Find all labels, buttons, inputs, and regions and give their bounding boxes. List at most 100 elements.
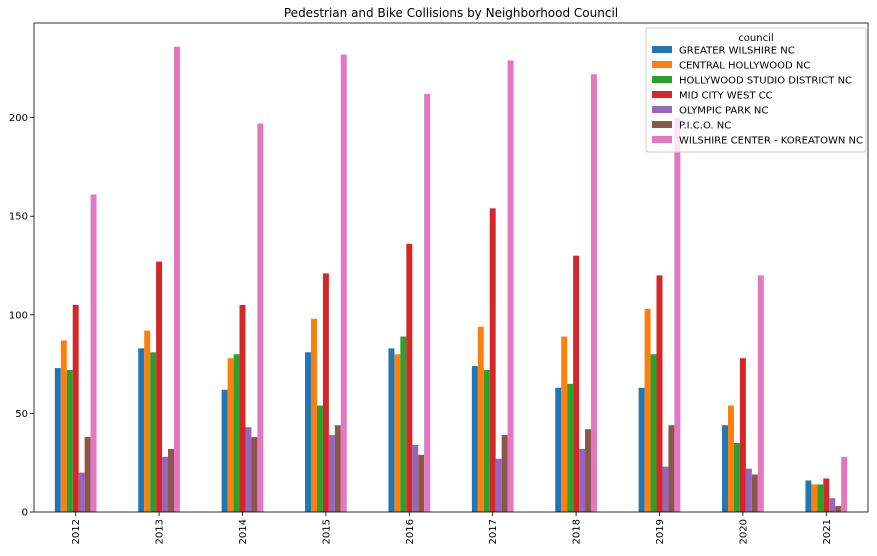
legend-entry: WILSHIRE CENTER - KOREATOWN NC [652,136,863,147]
x-tick-label: 2020 [738,519,749,544]
legend-swatch [652,91,672,98]
bar [316,405,323,512]
bar [471,366,478,512]
bar [245,427,252,512]
bar [817,484,824,512]
legend-label: HOLLYWOOD STUDIO DISTRICT NC [679,76,852,87]
bar [257,123,264,512]
bar [739,358,746,512]
series-2 [66,336,824,512]
chart-title: Pedestrian and Bike Collisions by Neighb… [284,6,618,20]
bar [644,308,651,512]
bar [489,208,496,512]
bar [555,387,562,512]
legend-label: MID CITY WEST CC [679,91,773,102]
bar [322,273,329,512]
legend-entry: GREATER WILSHIRE NC [652,46,795,57]
bar [138,348,145,512]
bar [811,484,818,512]
bar [227,358,234,512]
bar [150,352,157,512]
bar [90,194,97,513]
series-1 [60,308,818,512]
series-3 [72,208,830,513]
y-tick-label: 50 [15,409,28,420]
bars-layer [54,46,848,513]
bar [84,437,91,512]
y-tick-label: 100 [9,310,28,321]
legend-swatch [652,46,672,53]
legend-box [645,27,867,153]
x-tick-label: 2012 [71,519,82,544]
bar [328,435,335,512]
series-6 [90,46,848,513]
bar [72,304,79,512]
x-tick-label: 2017 [488,519,499,544]
bar [251,437,258,512]
bar [829,498,836,512]
bar [751,474,758,512]
bar [579,448,586,512]
bar [78,472,85,512]
y-tick-label: 0 [22,508,28,519]
legend-swatch [652,121,672,128]
x-tick-label: 2014 [238,519,249,544]
bar [728,405,734,512]
bar [495,458,502,512]
x-tick-label: 2016 [405,519,416,544]
bar [66,370,73,512]
bar [412,444,419,512]
x-tick-label: 2019 [655,519,666,544]
bar [54,368,61,512]
bar [400,336,407,512]
bar [334,425,341,512]
legend-entry: P.I.C.O. NC [652,121,731,132]
legend-label: OLYMPIC PARK NC [679,106,768,117]
bar [483,370,490,512]
series-0 [54,348,812,512]
bar [638,387,645,512]
legend-swatch [652,136,672,143]
bar [144,330,151,512]
legend-entry: HOLLYWOOD STUDIO DISTRICT NC [652,76,852,87]
bar [835,506,842,512]
legend-label: GREATER WILSHIRE NC [679,46,795,57]
bar [162,456,169,512]
axes-layer: 0 50 100 150 200 2012 2013 2014 2015 2016 2017 2018… [9,22,869,544]
bar [233,354,240,512]
bar [567,383,574,512]
bar [340,54,347,513]
y-tick-label: 200 [9,113,28,124]
bar [590,74,597,513]
bar [388,348,395,512]
legend-entry: CENTRAL HOLLYWOOD NC [652,61,810,72]
legend-items: GREATER WILSHIRE NC CENTRAL HOLLYWOOD NC H… [652,46,863,147]
x-tick-label: 2021 [822,519,833,544]
legend-entry: MID CITY WEST CC [652,91,773,102]
legend-swatch [652,76,672,83]
y-tick-label: 150 [9,212,28,223]
bar [674,117,681,513]
bar [507,60,514,513]
bar [305,352,312,512]
legend-swatch [652,106,672,113]
legend-label: WILSHIRE CENTER - KOREATOWN NC [679,136,863,147]
bar [394,354,401,512]
legend-entry: OLYMPIC PARK NC [652,106,768,117]
bar [406,243,413,512]
bar [239,304,246,512]
bar [311,318,317,512]
bar [733,442,740,512]
bar [477,326,484,512]
legend-swatch [652,61,672,68]
bar [823,478,830,512]
x-tick-label: 2013 [155,519,166,544]
bar [722,425,729,512]
bar [662,466,669,512]
bar [501,435,508,512]
bar [60,340,67,512]
bar [668,425,675,512]
bar [156,261,163,512]
